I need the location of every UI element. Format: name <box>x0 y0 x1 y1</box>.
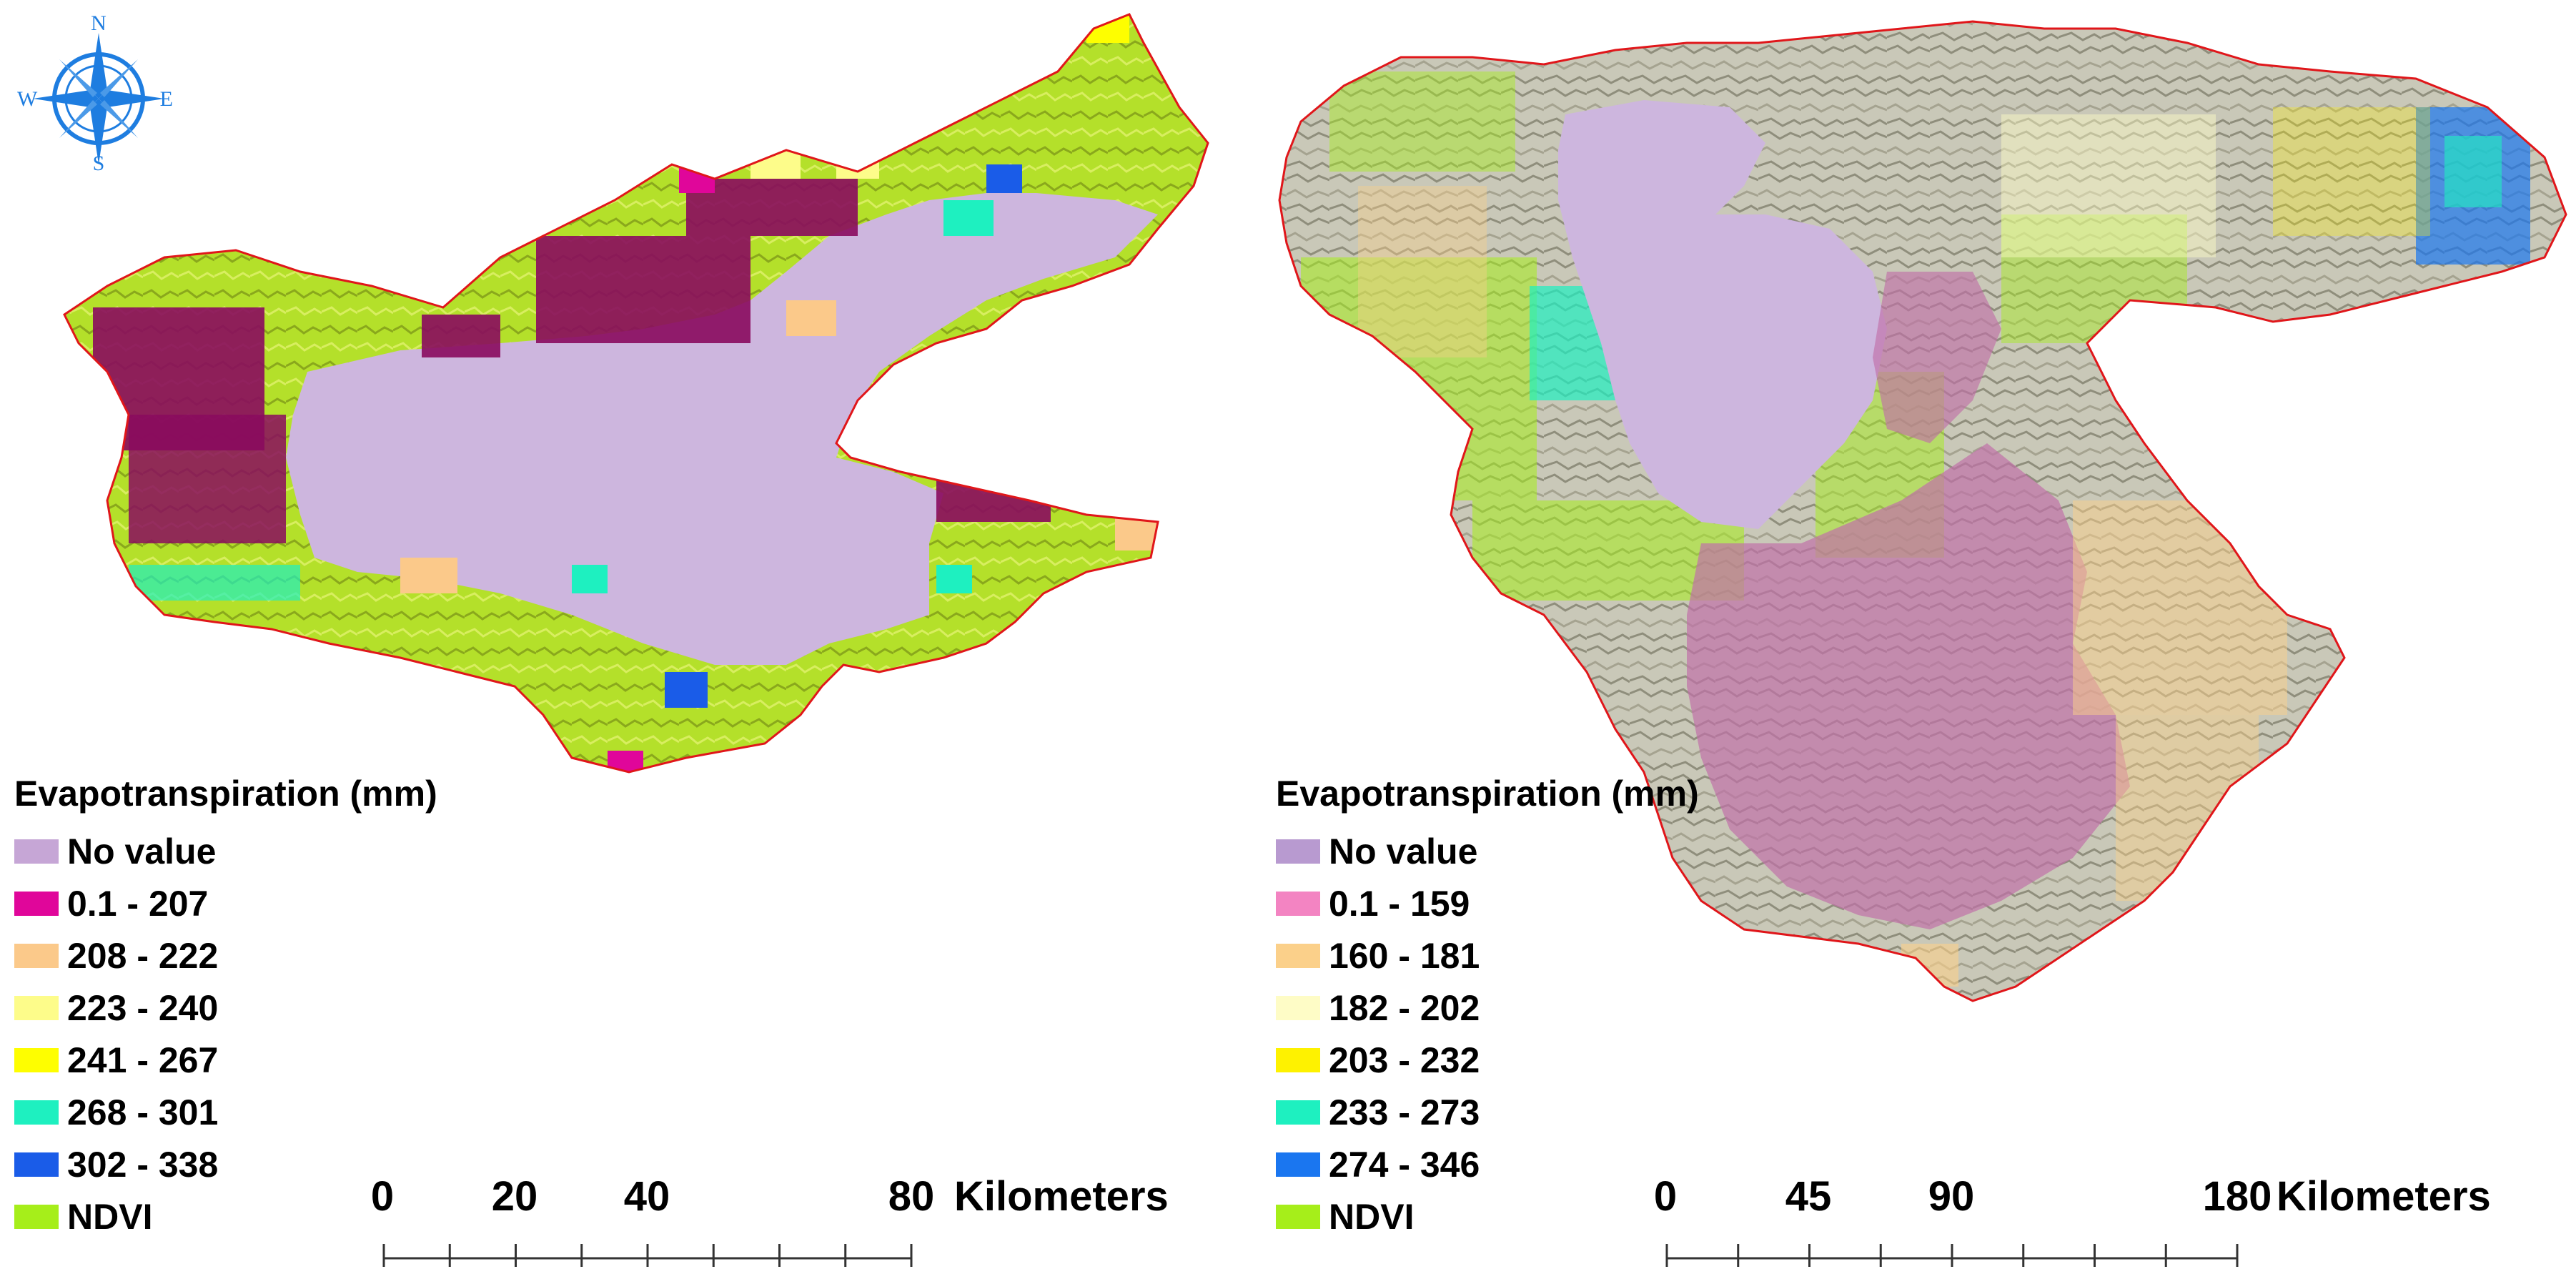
left-legend-item: 302 - 338 <box>14 1138 437 1190</box>
left-map <box>63 13 1209 774</box>
right-legend-items: No value 0.1 - 159 160 - 181 182 - 202 203 -… <box>1276 825 1699 1243</box>
left-legend-item: 223 - 240 <box>14 982 437 1034</box>
right-legend: Evapotranspiration (mm) No value 0.1 - 15… <box>1276 772 1699 1243</box>
left-legend-title: Evapotranspiration (mm) <box>14 774 437 814</box>
left-legend-item: 241 - 267 <box>14 1034 437 1086</box>
left-legend-swatch <box>14 1204 59 1229</box>
right-legend-swatch <box>1276 995 1320 1020</box>
right-legend-swatch <box>1276 891 1320 916</box>
right-boundary <box>1278 20 2567 1002</box>
right-legend-label: 274 - 346 <box>1329 1144 1480 1185</box>
right-legend-label: 203 - 232 <box>1329 1040 1480 1080</box>
right-scale-tick-label: 90 <box>1928 1173 1975 1220</box>
compass-east-label: E <box>160 87 173 111</box>
left-no-value-region <box>286 193 1158 665</box>
left-legend-swatch <box>14 995 59 1020</box>
left-legend-items: No value 0.1 - 207 208 - 222 223 - 240 241 -… <box>14 825 437 1243</box>
left-legend-label: 0.1 - 207 <box>67 883 209 924</box>
left-legend-label: 302 - 338 <box>67 1144 219 1185</box>
right-legend-label: NDVI <box>1329 1196 1415 1237</box>
left-scale-tick-label: 40 <box>623 1173 670 1220</box>
right-scale-unit-label: Kilometers <box>2277 1173 2491 1220</box>
right-legend-label: 0.1 - 159 <box>1329 883 1470 924</box>
right-legend-label: No value <box>1329 831 1478 871</box>
right-legend-item: No value <box>1276 825 1699 877</box>
right-legend-item: 274 - 346 <box>1276 1138 1699 1190</box>
right-legend-swatch <box>1276 1100 1320 1125</box>
left-legend-item: No value <box>14 825 437 877</box>
compass-south-label: S <box>93 152 105 172</box>
left-legend-swatch <box>14 1152 59 1177</box>
right-legend-swatch <box>1276 1152 1320 1177</box>
compass-rose-icon: N S E W <box>13 7 177 175</box>
left-scale-unit-label: Kilometers <box>954 1173 1169 1220</box>
right-legend-label: 160 - 181 <box>1329 935 1480 976</box>
right-legend-swatch <box>1276 839 1320 864</box>
left-scale-bar: 0 20 40 80 Kilometers <box>371 1172 1197 1273</box>
left-legend-swatch <box>14 891 59 916</box>
right-legend-swatch <box>1276 943 1320 968</box>
right-scale-tick-label: 0 <box>1653 1173 1678 1220</box>
left-legend-swatch <box>14 943 59 968</box>
right-legend-item: NDVI <box>1276 1190 1699 1243</box>
left-legend-label: NDVI <box>67 1196 153 1237</box>
right-scale-bar: 0 45 90 180 Kilometers <box>1654 1172 2573 1273</box>
compass-west-label: W <box>17 87 38 111</box>
right-legend-swatch <box>1276 1047 1320 1072</box>
left-legend-label: 268 - 301 <box>67 1092 219 1132</box>
right-legend-item: 0.1 - 159 <box>1276 877 1699 929</box>
left-legend-label: No value <box>67 831 217 871</box>
right-scale-line <box>1665 1244 2239 1267</box>
right-map <box>1278 20 2567 1002</box>
left-scale-tick-label: 0 <box>370 1173 395 1220</box>
right-legend-title: Evapotranspiration (mm) <box>1276 774 1699 814</box>
right-legend-label: 182 - 202 <box>1329 987 1480 1028</box>
right-legend-item: 182 - 202 <box>1276 982 1699 1034</box>
left-legend: Evapotranspiration (mm) No value 0.1 - 20… <box>14 772 437 1243</box>
left-legend-item: 268 - 301 <box>14 1086 437 1138</box>
right-no-value-region <box>1558 100 1887 529</box>
right-legend-swatch <box>1276 1204 1320 1229</box>
left-scale-line <box>382 1244 913 1267</box>
left-legend-label: 223 - 240 <box>67 987 219 1028</box>
left-scale-tick-label: 80 <box>888 1173 935 1220</box>
left-scale-tick-label: 20 <box>491 1173 538 1220</box>
left-legend-label: 208 - 222 <box>67 935 219 976</box>
right-scale-tick-label: 45 <box>1785 1173 1832 1220</box>
left-legend-label: 241 - 267 <box>67 1040 219 1080</box>
left-legend-item: 0.1 - 207 <box>14 877 437 929</box>
right-legend-item: 160 - 181 <box>1276 929 1699 982</box>
left-boundary <box>63 13 1209 774</box>
right-scale-tick-label: 180 <box>2202 1173 2272 1220</box>
right-legend-item: 203 - 232 <box>1276 1034 1699 1086</box>
right-legend-label: 233 - 273 <box>1329 1092 1480 1132</box>
left-legend-swatch <box>14 839 59 864</box>
left-legend-item: 208 - 222 <box>14 929 437 982</box>
left-legend-swatch <box>14 1100 59 1125</box>
right-legend-item: 233 - 273 <box>1276 1086 1699 1138</box>
left-legend-swatch <box>14 1047 59 1072</box>
compass-north-label: N <box>91 11 106 35</box>
left-legend-item: NDVI <box>14 1190 437 1243</box>
